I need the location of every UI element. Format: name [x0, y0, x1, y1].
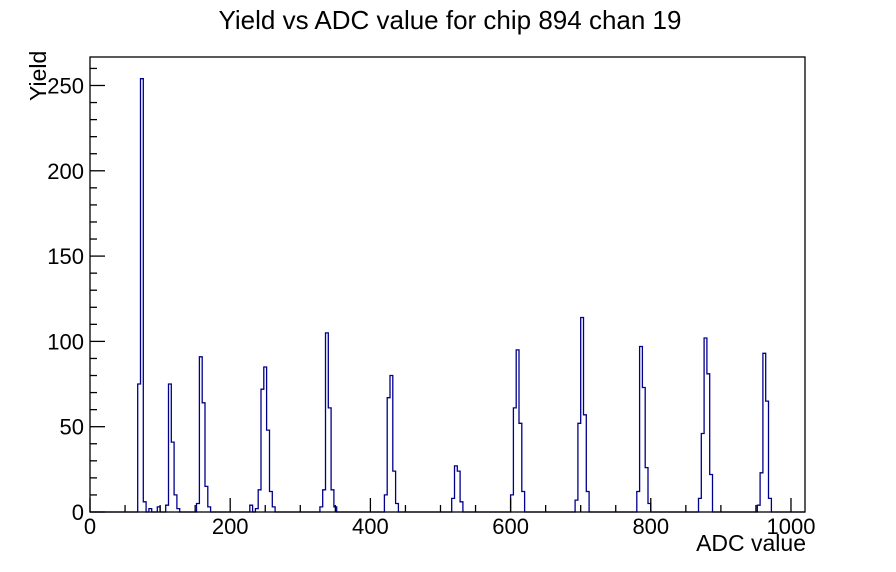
plot-frame: [89, 56, 806, 513]
y-tick-label: 150: [47, 244, 84, 269]
x-tick-label: 600: [492, 514, 529, 539]
y-tick-label: 250: [47, 74, 84, 99]
x-tick-label: 400: [352, 514, 389, 539]
histogram-line: [90, 78, 805, 513]
x-axis-title: ADC value: [696, 530, 806, 556]
axis-ticks-layer: [89, 67, 792, 513]
y-axis-title: Yield: [25, 51, 51, 101]
y-tick-label: 0: [72, 500, 84, 525]
y-tick-label: 200: [47, 159, 84, 184]
histogram-layer: [90, 78, 805, 513]
x-tick-label: 0: [84, 514, 96, 539]
tick-labels-layer: 0 200 400 600 800 1000 0 50 100 150 200 250: [47, 74, 815, 540]
x-tick-label: 200: [212, 514, 249, 539]
x-tick-label: 800: [632, 514, 669, 539]
chart-title: Yield vs ADC value for chip 894 chan 19: [219, 5, 682, 35]
x-tick-label: 1000: [767, 514, 816, 539]
y-tick-label: 100: [47, 329, 84, 354]
y-tick-label: 50: [60, 415, 84, 440]
